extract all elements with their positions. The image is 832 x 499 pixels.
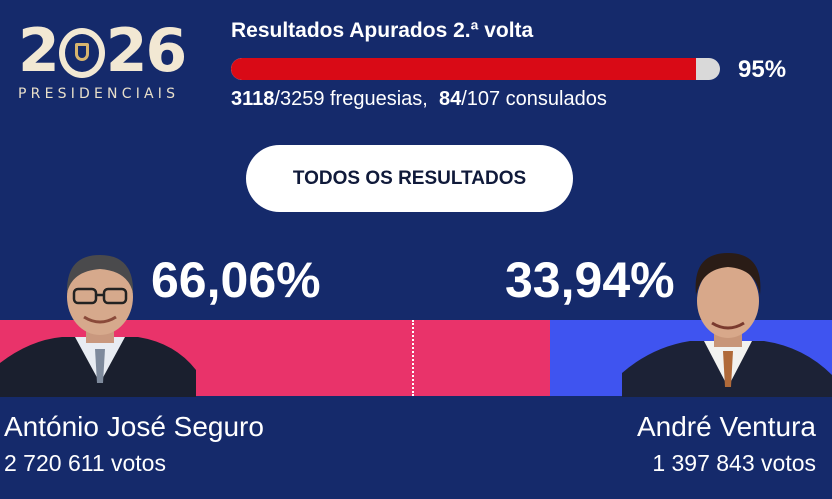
all-results-button[interactable]: TODOS OS RESULTADOS xyxy=(246,145,573,212)
presidenciais-logo: 2 26 PRESIDENCIAIS xyxy=(18,20,208,104)
logo-year-digits: 26 xyxy=(105,16,187,86)
percent-ventura: 33,94% xyxy=(505,252,675,308)
count-progress-percent: 95% xyxy=(738,56,787,83)
count-title: Resultados Apurados 2.ª volta xyxy=(231,19,534,42)
logo-year: 2 26 xyxy=(18,20,208,82)
logo-subtitle: PRESIDENCIAIS xyxy=(18,86,180,102)
candidate-votes-seguro: 2 720 611 votos xyxy=(4,450,166,476)
candidate-name-ventura: André Ventura xyxy=(636,411,816,442)
percent-seguro: 66,06% xyxy=(151,252,321,308)
parishes-done: 3118 xyxy=(231,88,275,110)
majority-line xyxy=(412,320,414,396)
candidate-photo-ventura[interactable] xyxy=(622,245,832,397)
consulates-done: 84 xyxy=(438,88,462,110)
parishes-total: /3259 freguesias, xyxy=(274,88,428,110)
count-detail: 3118/3259 freguesias, 84/107 consulados xyxy=(231,88,607,111)
logo-year-digit: 2 xyxy=(18,16,60,86)
candidate-name-seguro: António José Seguro xyxy=(4,411,264,442)
consulates-total: /107 consulados xyxy=(461,88,607,110)
count-progress-fill xyxy=(231,58,696,80)
candidate-photo-seguro[interactable] xyxy=(0,245,196,397)
emblem-icon xyxy=(58,28,105,78)
count-progress-bar xyxy=(231,58,720,80)
candidate-votes-ventura: 1 397 843 votos xyxy=(652,450,816,476)
